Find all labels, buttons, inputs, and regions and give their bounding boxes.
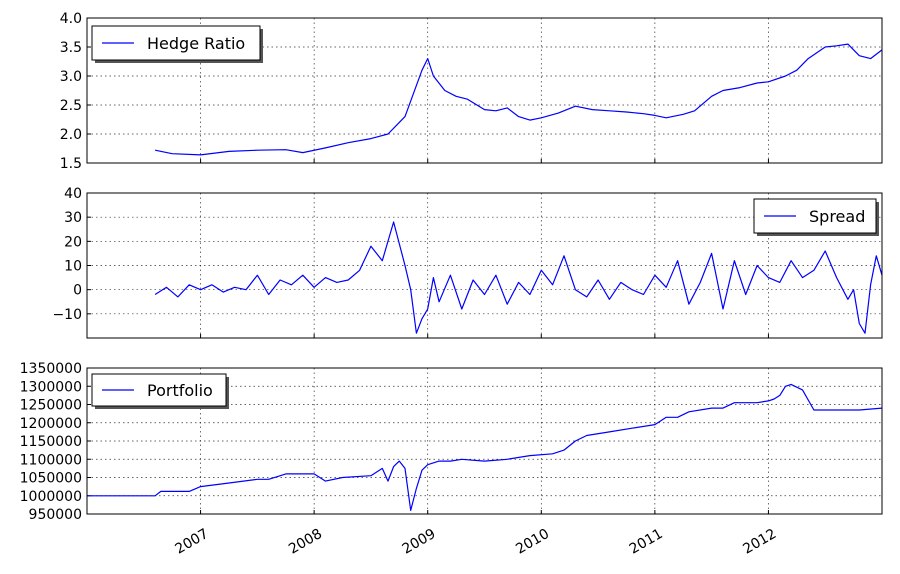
portfolio-y-tick-label: 1350000 — [20, 361, 82, 377]
hedge-ratio-y-tick-label: 2.0 — [60, 127, 82, 143]
x-tick-label: 2007 — [173, 526, 212, 558]
spread-y-tick-label: 0 — [73, 283, 82, 299]
spread-y-tick-label: −10 — [52, 307, 82, 323]
hedge-ratio-legend-label: Hedge Ratio — [147, 34, 245, 53]
portfolio-y-tick-label: 1300000 — [20, 379, 82, 395]
portfolio-y-tick-label: 1050000 — [20, 471, 82, 487]
spread-y-tick-label: 40 — [64, 186, 82, 202]
spread-y-tick-label: 10 — [64, 259, 82, 275]
hedge-ratio-series-line — [154, 43, 883, 156]
x-tick-label: 2010 — [513, 526, 552, 558]
hedge-ratio-y-tick-label: 3.5 — [60, 40, 82, 56]
portfolio-legend-label: Portfolio — [147, 381, 213, 400]
spread-legend-label: Spread — [809, 207, 865, 226]
portfolio-y-tick-label: 1250000 — [20, 398, 82, 414]
portfolio-y-tick-label: 1000000 — [20, 489, 82, 505]
portfolio-axes-frame — [86, 367, 883, 515]
x-tick-label: 2009 — [400, 526, 439, 558]
portfolio-y-tick-label: 1100000 — [20, 452, 82, 468]
hedge-ratio-y-tick-label: 4.0 — [60, 11, 82, 27]
hedge-ratio-y-tick-label: 3.0 — [60, 69, 82, 85]
hedge-ratio-panel: 1.5 2.0 2.5 3.0 3.5 4.0 Hedge Ratio — [60, 11, 883, 172]
x-tick-label: 2011 — [627, 526, 666, 558]
hedge-ratio-y-tick-label: 2.5 — [60, 98, 82, 114]
x-axis-tick-labels: 2007 2008 2009 2010 2011 2012 — [173, 526, 780, 558]
portfolio-y-tick-label: 1200000 — [20, 416, 82, 432]
portfolio-panel: 950000 1000000 1050000 1100000 1150000 120000… — [20, 361, 883, 523]
portfolio-series-line — [87, 383, 883, 511]
x-tick-label: 2012 — [740, 526, 779, 558]
portfolio-y-tick-label: 950000 — [29, 507, 82, 523]
spread-y-tick-label: 30 — [64, 210, 82, 226]
spread-y-tick-label: 20 — [64, 234, 82, 250]
x-tick-label: 2008 — [286, 526, 325, 558]
portfolio-y-tick-label: 1150000 — [20, 434, 82, 450]
hedge-ratio-y-tick-label: 1.5 — [60, 156, 82, 172]
spread-series-line — [154, 221, 883, 334]
spread-panel: −10 0 10 20 30 40 Spread — [52, 186, 883, 339]
hedge-ratio-axes-frame — [86, 17, 883, 164]
spread-axes-frame — [86, 192, 883, 339]
